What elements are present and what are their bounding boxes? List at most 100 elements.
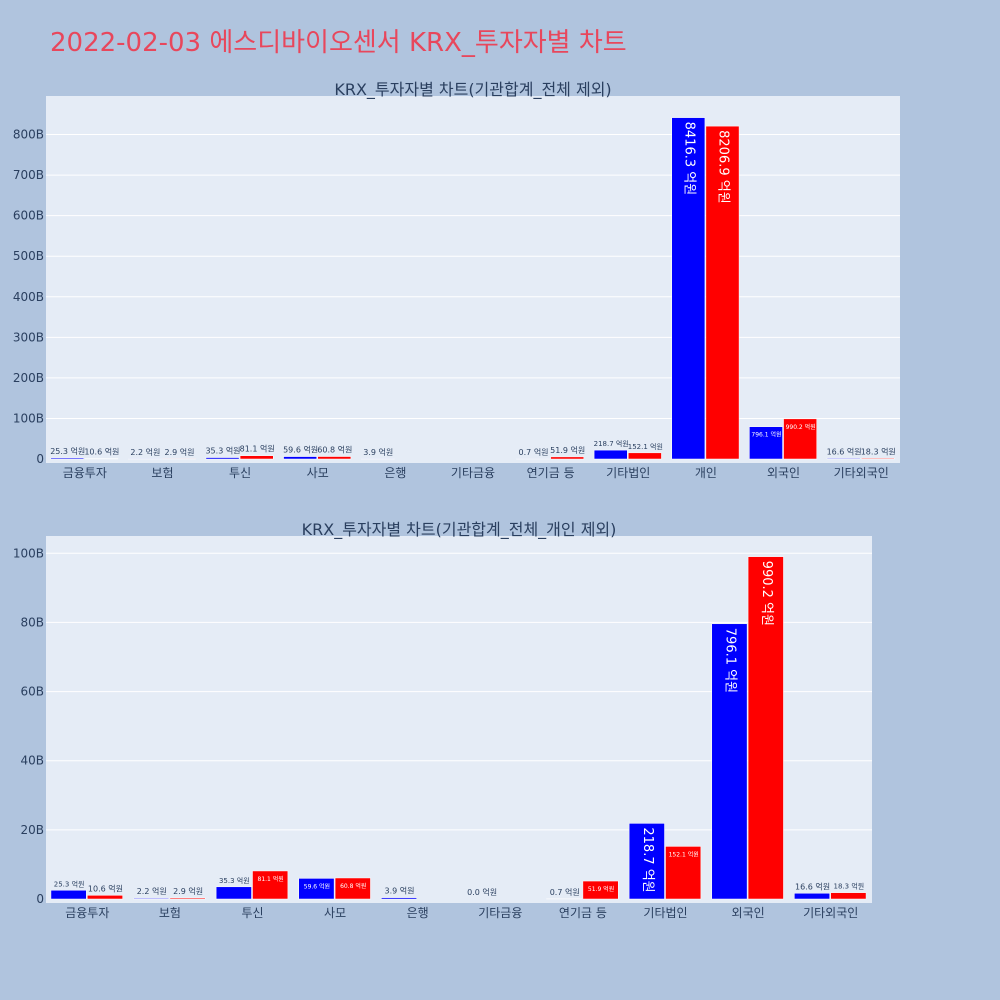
data-label: 2.2 억원 [137, 886, 167, 896]
data-label: 8416.3 억원 [681, 122, 696, 196]
data-label: 2.9 억원 [173, 886, 203, 896]
x-tick-label: 보험 [159, 906, 181, 920]
bar [628, 823, 665, 900]
bar [283, 456, 317, 460]
data-label: 25.3 억원 [50, 446, 85, 456]
data-label: 60.8 억원 [340, 882, 366, 890]
bar [252, 870, 289, 900]
x-tick-label: 금융투자 [63, 466, 107, 480]
bar [550, 456, 585, 460]
x-tick-label: 은행 [384, 465, 406, 480]
y-tick-label: 800B [13, 128, 44, 142]
data-label: 990.2 억원 [786, 423, 816, 431]
bar [205, 457, 240, 460]
data-label: 152.1 억원 [669, 850, 699, 858]
page-title: 2022-02-03 에스디바이오센서 KRX_투자자별 차트 [50, 28, 627, 58]
data-label: 16.6 억원 [827, 446, 862, 456]
data-label: 25.3 억원 [54, 879, 85, 888]
bar [711, 623, 748, 900]
bar [665, 846, 702, 900]
x-tick-label: 연기금 등 [559, 906, 607, 920]
bar [381, 897, 417, 900]
x-tick-label: 기타외국인 [803, 906, 858, 920]
data-label: 2.9 억원 [165, 447, 195, 457]
bar [794, 893, 830, 900]
data-label: 990.2 억원 [759, 561, 774, 626]
x-tick-label: 외국인 [767, 466, 800, 480]
bar [826, 458, 861, 460]
bar [50, 890, 87, 900]
y-tick-label: 20B [20, 823, 44, 837]
data-label: 0.7 억원 [550, 887, 580, 897]
y-tick-label: 200B [13, 371, 44, 385]
chart-1: 0 100B 200B 300B 400B 500B 600B 700B 800B KRX_투자자… [13, 80, 900, 480]
data-label: 796.1 억원 [751, 431, 781, 439]
data-label: 16.6 억원 [795, 881, 830, 891]
y-tick-label: 500B [13, 249, 44, 263]
bar [317, 456, 352, 460]
bar [860, 458, 895, 460]
bar [705, 125, 740, 460]
bar [169, 897, 206, 900]
x-tick-label: 개인 [695, 466, 717, 480]
y-tick-label: 60B [20, 685, 44, 699]
x-tick-label: 금융투자 [65, 906, 109, 920]
data-label: 18.3 억원 [861, 446, 896, 456]
data-label: 8206.9 억원 [715, 130, 730, 204]
x-tick-label: 투신 [241, 906, 263, 920]
data-label: 35.3 억원 [219, 876, 250, 885]
data-label: 51.9 억원 [588, 885, 614, 893]
y-tick-label: 40B [20, 754, 44, 768]
bar [830, 892, 867, 900]
bar [50, 457, 85, 460]
y-tick-label: 80B [20, 615, 44, 629]
y-tick-label: 0 [36, 892, 44, 906]
bar [133, 897, 170, 900]
y-tick-label: 400B [13, 290, 44, 304]
bar [582, 880, 619, 900]
data-label: 51.9 억원 [550, 445, 585, 455]
y-tick-label: 700B [13, 168, 44, 182]
bar [593, 449, 628, 460]
data-label: 0.0 억원 [467, 887, 497, 897]
x-tick-label: 기타법인 [643, 906, 687, 920]
data-label: 10.6 억원 [84, 447, 119, 457]
y-tick-label: 0 [36, 452, 44, 466]
data-label: 81.1 억원 [258, 875, 284, 883]
chart-title: KRX_투자자별 차트(기관합계_전체_개인 제외) [302, 520, 617, 540]
x-tick-label: 연기금 등 [527, 466, 575, 480]
bar [239, 455, 274, 460]
bar [215, 886, 252, 900]
data-label: 796.1 억원 [722, 628, 737, 693]
x-tick-label: 기타법인 [606, 466, 650, 480]
y-tick-label: 100B [13, 546, 44, 560]
data-label: 3.9 억원 [363, 447, 393, 457]
x-tick-label: 외국인 [732, 906, 765, 920]
data-label: 2.2 억원 [130, 447, 160, 457]
data-label: 3.9 억원 [385, 886, 415, 896]
bar [628, 452, 662, 460]
x-tick-label: 기타금융 [478, 906, 522, 920]
x-tick-label: 기타외국인 [834, 466, 889, 480]
data-label: 18.3 억원 [834, 882, 865, 891]
x-tick-label: 사모 [307, 466, 329, 480]
bar [298, 878, 335, 900]
bar [87, 895, 123, 900]
plot-area [46, 96, 900, 463]
x-tick-label: 기타금융 [451, 466, 495, 480]
data-label: 60.8 억원 [317, 445, 352, 455]
bar [783, 418, 817, 460]
data-label: 10.6 억원 [88, 883, 123, 893]
y-tick-label: 100B [13, 411, 44, 425]
data-label: 218.7 억원 [594, 439, 629, 448]
x-tick-label: 사모 [324, 906, 346, 920]
data-label: 59.6 억원 [304, 882, 330, 890]
data-label: 35.3 억원 [205, 446, 240, 456]
bar [747, 556, 784, 900]
x-tick-label: 투신 [229, 466, 251, 480]
x-tick-label: 은행 [407, 905, 429, 920]
bar [334, 877, 371, 900]
y-tick-label: 300B [13, 330, 44, 344]
bar [671, 117, 706, 460]
y-tick-label: 600B [13, 209, 44, 223]
